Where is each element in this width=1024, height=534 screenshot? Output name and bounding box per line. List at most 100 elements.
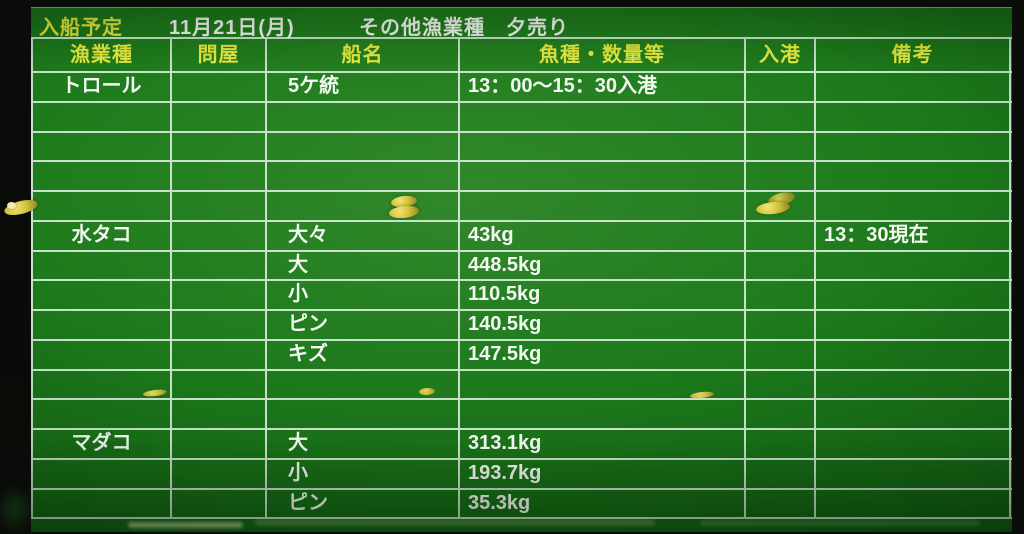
cell-ship-name (267, 132, 460, 161)
cell-fishery-type (33, 340, 172, 369)
cell-ship-name (267, 400, 460, 429)
cell-fish-quantity: 147.5kg (460, 340, 746, 369)
cell-remarks: 13：30現在 (816, 221, 1011, 250)
cell-fishery-type (33, 162, 172, 191)
table-row (31, 370, 1012, 401)
cell-fish-quantity (460, 162, 746, 191)
table-row (31, 102, 1012, 133)
cell-ship-name: ピン (267, 489, 460, 518)
cell-remarks (816, 132, 1011, 161)
cell-fishery-type (33, 132, 172, 161)
column-header-ship-name: 船名 (267, 39, 460, 71)
cell-remarks (816, 400, 1011, 429)
cell-ship-name (267, 370, 460, 399)
cell-ship-name: 小 (267, 281, 460, 310)
cell-remarks (816, 162, 1011, 191)
cell-wholesaler (172, 162, 267, 191)
cell-port-arrival (746, 370, 816, 399)
cell-port-arrival (746, 251, 816, 280)
table-row: マダコ 大 313.1kg (31, 430, 1012, 460)
cell-fish-quantity (460, 192, 746, 220)
column-header-wholesaler: 問屋 (172, 39, 267, 71)
page-title: 入船予定 (39, 17, 123, 39)
cell-ship-name (267, 102, 460, 131)
cell-remarks (816, 370, 1011, 399)
table-row (31, 132, 1012, 163)
table-row (31, 162, 1012, 193)
cell-ship-name: 大 (267, 251, 460, 280)
table-row: 水タコ 大々 43kg 13：30現在 (31, 221, 1012, 252)
cell-fish-quantity: 110.5kg (460, 281, 746, 310)
cell-fishery-type (33, 192, 172, 220)
cell-port-arrival (746, 340, 816, 369)
table-row: 小 193.7kg (31, 459, 1012, 490)
cell-fishery-type: 水タコ (33, 221, 172, 250)
table-row (31, 400, 1012, 431)
cell-ship-name: 小 (267, 459, 460, 488)
cell-ship-name: 大 (267, 430, 460, 458)
cell-fishery-type (33, 400, 172, 429)
cell-fish-quantity: 448.5kg (460, 251, 746, 280)
table-row: ピン 35.3kg (31, 489, 1012, 520)
cell-fish-quantity: 140.5kg (460, 311, 746, 339)
cell-remarks (816, 281, 1011, 310)
cell-fishery-type: マダコ (33, 430, 172, 458)
table-body: トロール 5ケ統 13：00～15：30入港 水タコ 大々 43kg 13：30現在大 448… (31, 73, 1012, 520)
cell-wholesaler (172, 132, 267, 161)
cell-port-arrival (746, 221, 816, 250)
cell-wholesaler (172, 400, 267, 429)
cell-fish-quantity (460, 370, 746, 399)
title-bar: 入船予定 11月21日(月) その他漁業種 夕売り (31, 8, 1012, 39)
cell-wholesaler (172, 370, 267, 399)
cell-remarks (816, 102, 1011, 131)
cell-wholesaler (172, 281, 267, 310)
cell-wholesaler (172, 340, 267, 369)
date-label: 11月21日(月) (169, 17, 295, 39)
magnet-icon (7, 202, 16, 209)
cell-fish-quantity: 313.1kg (460, 430, 746, 458)
cell-wholesaler (172, 221, 267, 250)
cell-fishery-type (33, 102, 172, 131)
cell-wholesaler (172, 251, 267, 280)
cell-remarks (816, 340, 1011, 369)
cell-port-arrival (746, 281, 816, 310)
cell-port-arrival (746, 162, 816, 191)
table-row (31, 192, 1012, 222)
cell-fishery-type (33, 311, 172, 339)
cell-fish-quantity (460, 132, 746, 161)
cell-remarks (816, 489, 1011, 518)
column-header-port-arrival: 入港 (746, 39, 816, 71)
cell-port-arrival (746, 192, 816, 220)
cell-wholesaler (172, 192, 267, 220)
cell-remarks (816, 73, 1011, 101)
cell-ship-name (267, 162, 460, 191)
cell-fishery-type (33, 251, 172, 280)
cell-port-arrival (746, 430, 816, 458)
cell-ship-name: ピン (267, 311, 460, 339)
cell-wholesaler (172, 73, 267, 101)
cell-fish-quantity (460, 102, 746, 131)
category-label: その他漁業種 夕売り (359, 17, 569, 39)
cell-remarks (816, 459, 1011, 488)
cell-fishery-type: トロール (33, 73, 172, 101)
table-row: トロール 5ケ統 13：00～15：30入港 (31, 73, 1012, 103)
cell-ship-name: キズ (267, 340, 460, 369)
cell-wholesaler (172, 489, 267, 518)
cell-fishery-type (33, 489, 172, 518)
cell-fishery-type (33, 459, 172, 488)
cell-port-arrival (746, 400, 816, 429)
cell-wholesaler (172, 102, 267, 131)
cell-port-arrival (746, 311, 816, 339)
cell-remarks (816, 430, 1011, 458)
cell-wholesaler (172, 430, 267, 458)
cell-port-arrival (746, 489, 816, 518)
cell-fish-quantity: 193.7kg (460, 459, 746, 488)
cell-port-arrival (746, 459, 816, 488)
cell-remarks (816, 192, 1011, 220)
column-header-fish-quantity: 魚種・数量等 (460, 39, 746, 71)
column-header-fishery-type: 漁業種 (33, 39, 172, 71)
table-row: ピン 140.5kg (31, 311, 1012, 341)
cell-fishery-type (33, 370, 172, 399)
cell-port-arrival (746, 73, 816, 101)
